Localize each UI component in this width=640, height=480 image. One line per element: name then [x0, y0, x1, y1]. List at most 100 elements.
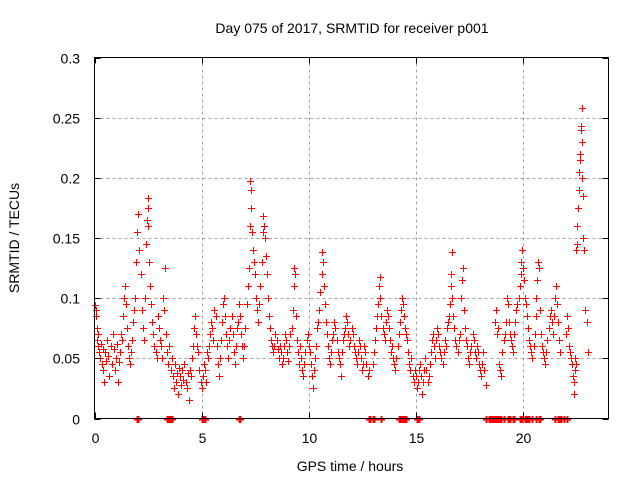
data-point	[240, 355, 247, 362]
data-point	[267, 325, 274, 332]
data-point	[396, 331, 403, 338]
data-point	[227, 325, 234, 332]
data-point	[166, 343, 173, 350]
data-point	[466, 361, 473, 368]
data-point	[148, 301, 155, 308]
data-point	[354, 361, 361, 368]
zero-data-point	[378, 416, 385, 423]
data-point	[550, 331, 557, 338]
data-point	[580, 193, 587, 200]
data-point	[519, 247, 526, 254]
data-point	[471, 337, 478, 344]
data-point	[351, 343, 358, 350]
data-point	[165, 361, 172, 368]
zero-value-markers	[134, 416, 571, 423]
data-point	[349, 325, 356, 332]
data-point	[497, 367, 504, 374]
data-point	[138, 271, 145, 278]
data-point	[293, 313, 300, 320]
data-point	[576, 187, 583, 194]
data-point	[392, 367, 399, 374]
data-point	[511, 331, 518, 338]
data-point	[444, 325, 451, 332]
data-point	[543, 349, 550, 356]
data-point	[579, 175, 586, 182]
data-point	[443, 343, 450, 350]
data-point	[286, 343, 293, 350]
data-point	[585, 349, 592, 356]
data-point	[524, 313, 531, 320]
data-point	[384, 307, 391, 314]
data-point	[156, 325, 163, 332]
data-point	[370, 361, 377, 368]
x-tick-label: 15	[409, 430, 425, 446]
data-point	[334, 337, 341, 344]
data-point	[350, 331, 357, 338]
data-point	[101, 379, 108, 386]
data-point	[256, 301, 263, 308]
data-point	[105, 353, 112, 360]
data-point	[274, 337, 281, 344]
data-point	[161, 307, 168, 314]
data-point	[455, 349, 462, 356]
data-point	[460, 265, 467, 272]
data-point	[509, 343, 516, 350]
data-point	[266, 313, 273, 320]
data-point	[312, 355, 319, 362]
data-point	[536, 265, 543, 272]
data-point	[575, 205, 582, 212]
data-point	[188, 373, 195, 380]
x-tick-label: 0	[92, 430, 100, 446]
data-point	[365, 373, 372, 380]
data-point	[361, 343, 368, 350]
data-point	[232, 361, 239, 368]
data-point	[214, 343, 221, 350]
data-point	[522, 295, 529, 302]
data-point	[571, 379, 578, 386]
data-point	[520, 265, 527, 272]
data-point	[462, 325, 469, 332]
data-point	[425, 379, 432, 386]
data-point	[279, 361, 286, 368]
data-point	[200, 373, 207, 380]
data-point	[539, 343, 546, 350]
data-point	[534, 277, 541, 284]
data-point	[338, 373, 345, 380]
data-point	[201, 361, 208, 368]
data-point	[556, 337, 563, 344]
data-point	[199, 385, 206, 392]
zero-data-point	[135, 416, 142, 423]
data-point	[289, 325, 296, 332]
data-point	[317, 289, 324, 296]
y-axis: 0 0.05 0.1 0.15 0.2 0.25 0.3	[53, 51, 609, 428]
data-point	[435, 331, 442, 338]
data-point	[478, 373, 485, 380]
data-point	[521, 277, 528, 284]
data-point	[408, 355, 415, 362]
data-point	[94, 337, 101, 344]
data-point	[480, 349, 487, 356]
data-point	[205, 355, 212, 362]
y-tick-label: 0.05	[53, 351, 80, 367]
data-point	[295, 349, 302, 356]
data-point	[579, 139, 586, 146]
data-point	[241, 343, 248, 350]
data-point	[298, 355, 305, 362]
data-point	[261, 223, 268, 230]
data-point	[532, 331, 539, 338]
data-point	[238, 331, 245, 338]
data-point	[202, 367, 209, 374]
data-point	[244, 301, 251, 308]
y-tick-label: 0.25	[53, 111, 80, 127]
data-point	[280, 355, 287, 362]
data-point	[249, 229, 256, 236]
data-point	[147, 283, 154, 290]
data-point	[565, 325, 572, 332]
data-point	[168, 367, 175, 374]
data-point	[250, 247, 257, 254]
data-point	[417, 361, 424, 368]
data-point	[224, 343, 231, 350]
data-point	[109, 361, 116, 368]
data-point	[385, 313, 392, 320]
data-point	[517, 283, 524, 290]
